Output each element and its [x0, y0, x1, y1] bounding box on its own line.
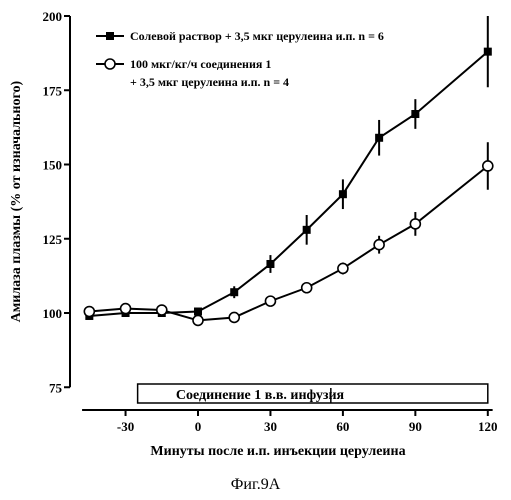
y-axis: 75 100 125 150 175 200 — [43, 9, 71, 395]
data-point-square — [375, 134, 383, 142]
data-point-circle — [302, 283, 312, 293]
y-tick-label: 125 — [43, 232, 63, 247]
data-point-circle — [157, 305, 167, 315]
legend-label-compound-line-2: + 3,5 мкг церулеина и.п. n = 4 — [130, 75, 289, 89]
data-point-square — [339, 190, 347, 198]
legend-square-marker — [106, 32, 114, 40]
y-tick-label: 100 — [43, 306, 63, 321]
legend-item-saline: Солевой раствор + 3,5 мкг церулеина и.п.… — [96, 29, 384, 43]
x-tick-label: 60 — [336, 419, 349, 434]
x-tick-label: -30 — [117, 419, 134, 434]
x-tick-label: 120 — [478, 419, 498, 434]
data-point-circle — [338, 263, 348, 273]
data-point-square — [303, 226, 311, 234]
infusion-bar-label: Соединение 1 в.в. инфузия — [176, 388, 345, 403]
x-axis: -30 0 30 60 90 120 — [82, 410, 497, 434]
chart: 75 100 125 150 175 200 -30 0 30 60 90 120 Соединен… — [0, 0, 511, 476]
legend-label-compound-line-1: 100 мкг/кг/ч соединения 1 — [130, 57, 271, 71]
infusion-bar: Соединение 1 в.в. инфузия — [138, 384, 488, 403]
data-point-circle — [229, 312, 239, 322]
legend: Солевой раствор + 3,5 мкг церулеина и.п.… — [96, 29, 384, 89]
data-point-circle — [374, 240, 384, 250]
data-point-square — [484, 48, 492, 56]
data-point-square — [266, 260, 274, 268]
y-tick-label: 150 — [43, 158, 63, 173]
series-line — [89, 52, 487, 316]
data-point-square — [230, 288, 238, 296]
data-point-circle — [193, 315, 203, 325]
data-point-circle — [410, 219, 420, 229]
data-point-circle — [265, 296, 275, 306]
legend-item-compound: 100 мкг/кг/ч соединения 1 + 3,5 мкг церу… — [96, 57, 289, 89]
series-1 — [84, 142, 492, 325]
legend-label-saline: Солевой раствор + 3,5 мкг церулеина и.п.… — [130, 29, 384, 43]
data-point-square — [411, 110, 419, 118]
y-tick-label: 200 — [43, 9, 63, 24]
data-point-circle — [84, 307, 94, 317]
legend-circle-marker — [105, 59, 115, 69]
data-point-square — [194, 308, 202, 316]
data-point-circle — [121, 304, 131, 314]
series-line — [89, 166, 487, 320]
figure-caption: Фиг.9А — [0, 476, 511, 494]
x-tick-label: 30 — [264, 419, 277, 434]
y-tick-label: 75 — [49, 380, 63, 395]
y-axis-title: Амилаза плазмы (% от изначального) — [9, 81, 24, 323]
data-point-circle — [483, 161, 493, 171]
y-tick-label: 175 — [43, 83, 63, 98]
x-tick-label: 0 — [195, 419, 202, 434]
x-axis-title: Минуты после и.п. инъекции церулеина — [150, 444, 405, 459]
x-tick-label: 90 — [409, 419, 422, 434]
